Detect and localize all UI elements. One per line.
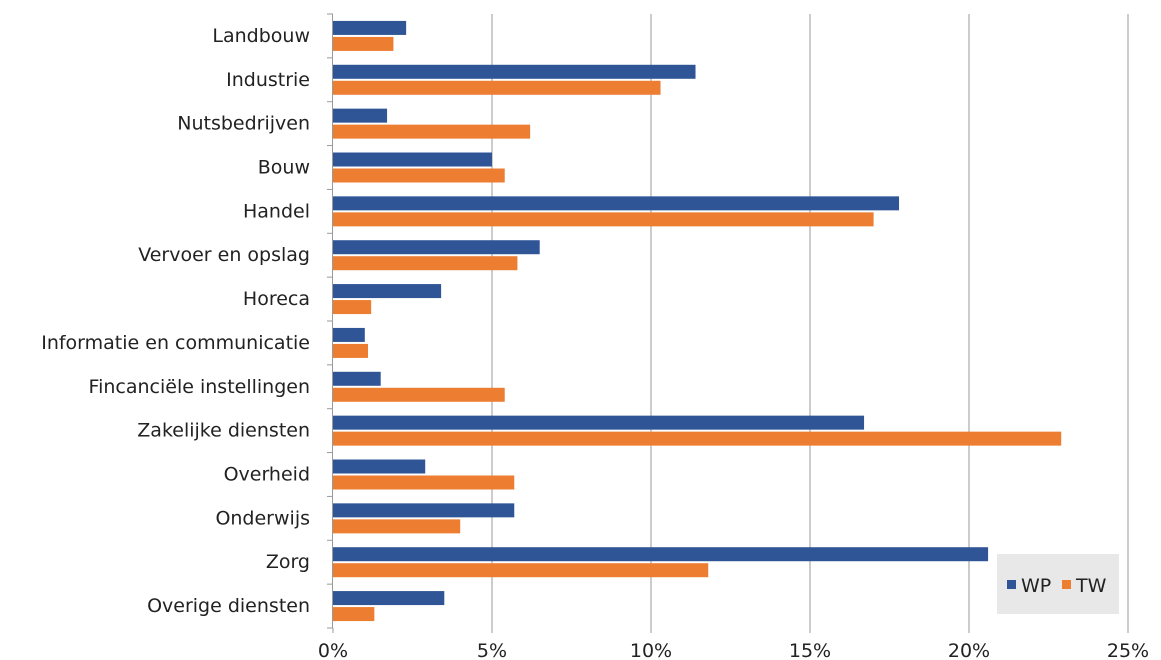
legend-label-tw: TW: [1075, 575, 1107, 597]
bar-tw: [333, 519, 461, 534]
x-tick-label: 25%: [1107, 640, 1149, 660]
legend-swatch-wp: [1007, 580, 1016, 589]
bar-wp: [333, 371, 381, 386]
bar-wp: [333, 20, 407, 35]
category-label: Horeca: [243, 288, 310, 310]
category-label: Nutsbedrijven: [177, 113, 310, 135]
bar-wp: [333, 196, 900, 211]
bar-wp: [333, 547, 989, 562]
category-labels: Landbouw Industrie Nutsbedrijven Bouw Handel…: [41, 25, 310, 617]
bar-tw: [333, 256, 518, 271]
bar-tw: [333, 300, 372, 315]
bar-wp: [333, 284, 442, 299]
bar-tw: [333, 36, 394, 51]
legend: WP TW: [997, 554, 1119, 614]
bar-wp: [333, 152, 492, 167]
bar-tw: [333, 168, 505, 183]
bar-wp: [333, 503, 515, 518]
category-label: Vervoer en opslag: [138, 244, 310, 266]
bar-tw: [333, 563, 709, 578]
bar-wp: [333, 240, 540, 255]
category-label: Bouw: [258, 157, 310, 179]
bar-wp: [333, 459, 426, 474]
x-tick-label: 20%: [948, 640, 990, 660]
bar-tw: [333, 212, 874, 227]
x-tick-label: 0%: [318, 640, 348, 660]
x-tick-label: 5%: [477, 640, 507, 660]
bar-tw: [333, 387, 505, 402]
category-label: Industrie: [226, 69, 310, 91]
category-label: Overheid: [224, 464, 310, 486]
gridlines: [491, 14, 1129, 628]
bar-wp: [333, 415, 865, 430]
category-label: Onderwijs: [215, 507, 310, 529]
legend-swatch-tw: [1062, 580, 1071, 589]
bar-tw: [333, 607, 375, 622]
category-label: Overige diensten: [147, 595, 310, 617]
category-label: Landbouw: [212, 25, 310, 47]
bar-wp: [333, 591, 445, 606]
legend-background: [997, 554, 1119, 614]
x-tick-label: 10%: [630, 640, 672, 660]
bar-tw: [333, 343, 368, 358]
category-label: Fincanciële instellingen: [89, 376, 310, 398]
category-label: Zakelijke diensten: [137, 420, 310, 442]
bar-tw: [333, 80, 661, 95]
legend-label-wp: WP: [1021, 575, 1051, 597]
bar-tw: [333, 475, 515, 490]
bar-wp: [333, 327, 365, 342]
bars: [333, 20, 1062, 622]
x-tick-label: 15%: [789, 640, 831, 660]
category-label: Zorg: [266, 551, 310, 573]
bar-wp: [333, 108, 388, 123]
x-tick-labels: 0% 5% 10% 15% 20% 25%: [318, 640, 1149, 660]
category-label: Handel: [243, 200, 310, 222]
bar-tw: [333, 124, 531, 139]
category-label: Informatie en communicatie: [41, 332, 310, 354]
bar-wp: [333, 64, 696, 79]
bar-tw: [333, 431, 1062, 446]
axes: [327, 13, 1129, 633]
